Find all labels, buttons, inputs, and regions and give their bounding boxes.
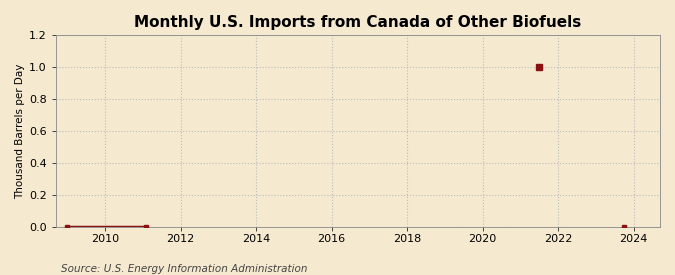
Y-axis label: Thousand Barrels per Day: Thousand Barrels per Day: [15, 63, 25, 199]
Title: Monthly U.S. Imports from Canada of Other Biofuels: Monthly U.S. Imports from Canada of Othe…: [134, 15, 582, 30]
Text: Source: U.S. Energy Information Administration: Source: U.S. Energy Information Administ…: [61, 264, 307, 274]
